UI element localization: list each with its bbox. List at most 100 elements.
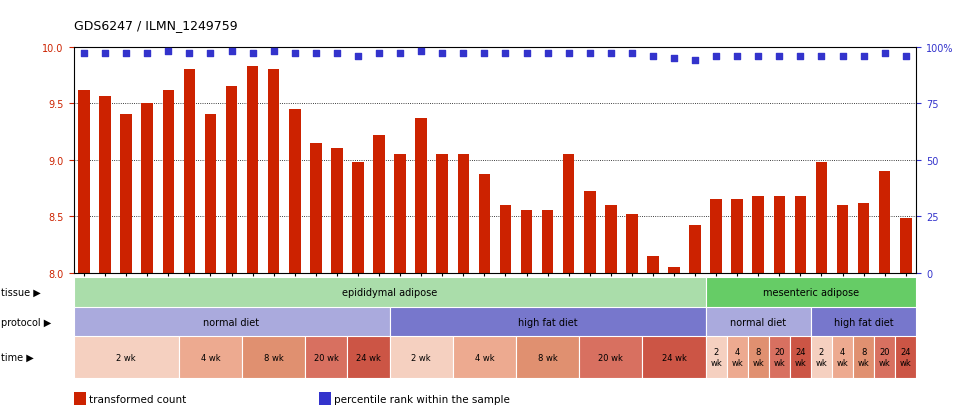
Bar bbox=[163, 90, 174, 273]
Point bbox=[687, 58, 703, 64]
Point bbox=[476, 51, 492, 57]
FancyBboxPatch shape bbox=[74, 337, 178, 378]
FancyBboxPatch shape bbox=[874, 337, 896, 378]
Point bbox=[329, 51, 345, 57]
Bar bbox=[563, 154, 574, 273]
Bar bbox=[815, 162, 827, 273]
Text: high fat diet: high fat diet bbox=[517, 317, 577, 327]
FancyBboxPatch shape bbox=[390, 337, 453, 378]
FancyBboxPatch shape bbox=[74, 307, 390, 337]
Text: transformed count: transformed count bbox=[89, 394, 186, 404]
FancyBboxPatch shape bbox=[727, 337, 748, 378]
Bar bbox=[900, 219, 911, 273]
Point bbox=[793, 53, 808, 60]
Point bbox=[139, 51, 155, 57]
Point bbox=[624, 51, 640, 57]
Text: 4
wk: 4 wk bbox=[731, 348, 743, 367]
Bar bbox=[268, 70, 279, 273]
FancyBboxPatch shape bbox=[748, 337, 769, 378]
Bar bbox=[99, 97, 111, 273]
Bar bbox=[542, 211, 554, 273]
FancyBboxPatch shape bbox=[579, 337, 643, 378]
FancyBboxPatch shape bbox=[453, 337, 516, 378]
Text: 8
wk: 8 wk bbox=[858, 348, 869, 367]
Bar bbox=[689, 225, 701, 273]
Text: 8 wk: 8 wk bbox=[264, 353, 283, 362]
Text: 2
wk: 2 wk bbox=[710, 348, 722, 367]
Point bbox=[223, 49, 239, 55]
Text: 4 wk: 4 wk bbox=[474, 353, 494, 362]
Bar bbox=[605, 205, 616, 273]
Point bbox=[751, 53, 766, 60]
Text: 24
wk: 24 wk bbox=[900, 348, 911, 367]
Point bbox=[498, 51, 514, 57]
FancyBboxPatch shape bbox=[854, 337, 874, 378]
Text: 20 wk: 20 wk bbox=[314, 353, 339, 362]
Point bbox=[181, 51, 197, 57]
Point bbox=[287, 51, 303, 57]
Point bbox=[414, 49, 429, 55]
Bar bbox=[731, 200, 743, 273]
Point bbox=[266, 49, 281, 55]
FancyBboxPatch shape bbox=[706, 277, 916, 307]
FancyBboxPatch shape bbox=[769, 337, 790, 378]
Text: GDS6247 / ILMN_1249759: GDS6247 / ILMN_1249759 bbox=[74, 19, 237, 31]
Point bbox=[856, 53, 871, 60]
Text: 4 wk: 4 wk bbox=[201, 353, 220, 362]
Bar bbox=[436, 154, 448, 273]
Point bbox=[456, 51, 471, 57]
Bar bbox=[520, 211, 532, 273]
Bar bbox=[458, 154, 469, 273]
Bar bbox=[858, 203, 869, 273]
Bar bbox=[121, 115, 132, 273]
Bar bbox=[331, 149, 343, 273]
Point bbox=[392, 51, 408, 57]
Point bbox=[582, 51, 598, 57]
Text: protocol ▶: protocol ▶ bbox=[1, 317, 51, 327]
Bar bbox=[289, 109, 301, 273]
FancyBboxPatch shape bbox=[832, 337, 854, 378]
Text: mesenteric adipose: mesenteric adipose bbox=[762, 287, 859, 297]
FancyBboxPatch shape bbox=[242, 337, 306, 378]
Text: 4
wk: 4 wk bbox=[837, 348, 849, 367]
Text: 20
wk: 20 wk bbox=[879, 348, 891, 367]
Point bbox=[97, 51, 113, 57]
Bar bbox=[478, 175, 490, 273]
Bar bbox=[416, 119, 427, 273]
FancyBboxPatch shape bbox=[706, 307, 811, 337]
Point bbox=[813, 53, 829, 60]
Point bbox=[835, 53, 851, 60]
Text: normal diet: normal diet bbox=[204, 317, 260, 327]
Point bbox=[161, 49, 176, 55]
Bar bbox=[773, 196, 785, 273]
FancyBboxPatch shape bbox=[390, 307, 706, 337]
FancyBboxPatch shape bbox=[811, 307, 916, 337]
FancyBboxPatch shape bbox=[74, 277, 706, 307]
FancyBboxPatch shape bbox=[811, 337, 832, 378]
Bar bbox=[500, 205, 512, 273]
Point bbox=[119, 51, 134, 57]
Bar bbox=[626, 214, 638, 273]
Bar bbox=[795, 196, 807, 273]
Bar bbox=[753, 196, 764, 273]
Text: time ▶: time ▶ bbox=[1, 352, 33, 362]
Text: 8 wk: 8 wk bbox=[538, 353, 558, 362]
Bar bbox=[141, 104, 153, 273]
Point bbox=[245, 51, 261, 57]
Bar bbox=[668, 267, 680, 273]
Text: 20 wk: 20 wk bbox=[599, 353, 623, 362]
Text: 24 wk: 24 wk bbox=[662, 353, 686, 362]
Point bbox=[76, 51, 92, 57]
Bar bbox=[710, 200, 722, 273]
Text: percentile rank within the sample: percentile rank within the sample bbox=[334, 394, 510, 404]
FancyBboxPatch shape bbox=[306, 337, 348, 378]
Point bbox=[371, 51, 387, 57]
FancyBboxPatch shape bbox=[706, 337, 727, 378]
Point bbox=[434, 51, 450, 57]
Point bbox=[898, 53, 913, 60]
Text: 24
wk: 24 wk bbox=[795, 348, 807, 367]
Bar bbox=[352, 162, 364, 273]
Point bbox=[203, 51, 219, 57]
Point bbox=[877, 51, 893, 57]
Bar bbox=[247, 66, 259, 273]
